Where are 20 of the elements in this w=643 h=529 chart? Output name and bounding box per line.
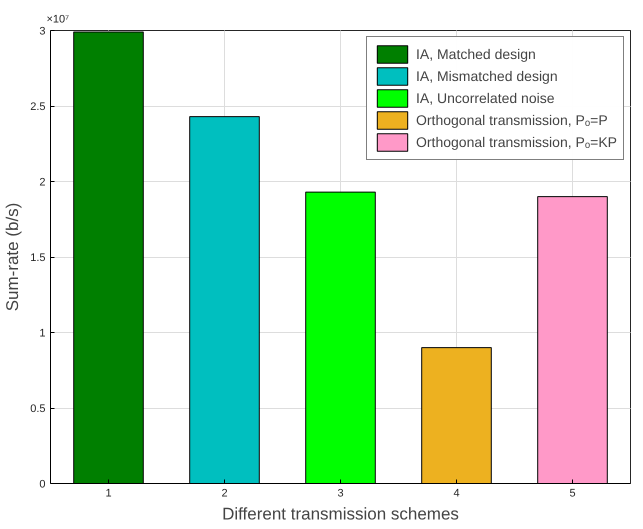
y-tick-label: 1.5 (30, 252, 46, 264)
legend-label: IA, Uncorrelated noise (416, 89, 555, 108)
x-axis-title: Different transmission schemes (222, 504, 459, 524)
y-tick-label: 0.5 (30, 403, 46, 415)
legend-label: IA, Mismatched design (416, 67, 558, 86)
x-tick-label: 5 (569, 488, 576, 500)
y-tick-label: 2.5 (30, 101, 46, 113)
x-tick-label: 3 (337, 488, 344, 500)
y-axis-title: Sum-rate (b/s) (3, 202, 22, 312)
y-tick-label: 1 (39, 328, 46, 340)
y-tick-label: 2 (39, 176, 46, 188)
legend-label: IA, Matched design (416, 45, 536, 64)
y-tick-label: 3 (39, 26, 46, 38)
y-tick-label: 0 (39, 478, 46, 490)
x-tick-label: 4 (453, 488, 460, 500)
text: ×10⁷ (46, 14, 70, 26)
x-tick-label: 1 (105, 488, 112, 500)
x-tick-label: 2 (221, 488, 228, 500)
legend-label: Orthogonal transmission, Pₒ=KP (416, 133, 617, 152)
legend-label: Orthogonal transmission, Pₒ=P (416, 111, 608, 130)
